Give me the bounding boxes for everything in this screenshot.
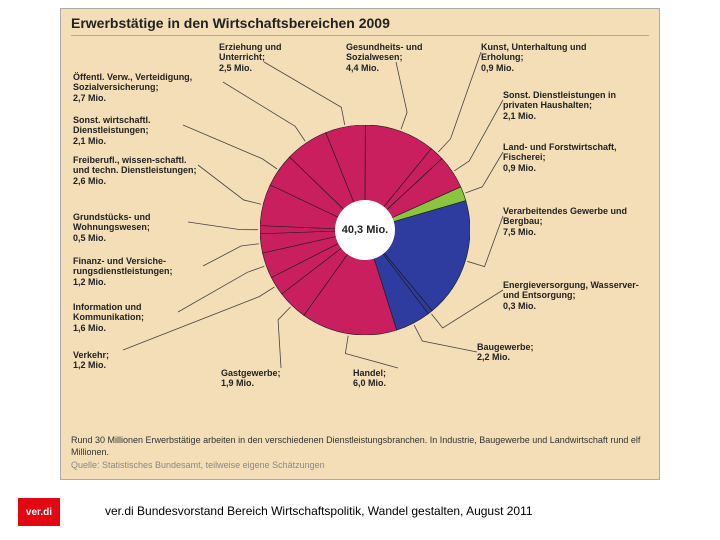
slice-label: Grundstücks- und Wohnungswesen;0,5 Mio.	[73, 212, 188, 243]
slice-label: Erziehung und Unterricht;2,5 Mio.	[219, 42, 309, 73]
footer-text: ver.di Bundesvorstand Bereich Wirtschaft…	[105, 504, 533, 518]
slice-label: Finanz- und Versiche-rungsdienstleistung…	[73, 256, 203, 287]
slice-label: Gastgewerbe;1,9 Mio.	[221, 368, 341, 389]
slice-label: Energieversorgung, Wasserver- und Entsor…	[503, 280, 643, 311]
slice-label: Sonst. wirtschaftl. Dienstleistungen;2,1…	[73, 115, 183, 146]
slice-label: Öffentl. Verw., Verteidigung, Sozialvers…	[73, 72, 223, 103]
bottom-note: Rund 30 Millionen Erwerbstätige arbeiten…	[71, 435, 649, 471]
slice-label: Freiberufl., wissen-schaftl. und techn. …	[73, 155, 198, 186]
verdi-logo: ver.di	[18, 498, 60, 526]
slice-label: Baugewerbe;2,2 Mio.	[477, 342, 617, 363]
divider	[71, 35, 649, 36]
slice-label: Verkehr;1,2 Mio.	[73, 350, 173, 371]
note-main: Rund 30 Millionen Erwerbstätige arbeiten…	[71, 435, 649, 458]
leader-line	[198, 165, 261, 204]
center-total: 40,3 Mio.	[335, 200, 395, 260]
slice-label: Gesundheits- und Sozialwesen;4,4 Mio.	[346, 42, 446, 73]
slice-label: Kunst, Unterhaltung und Erholung;0,9 Mio…	[481, 42, 621, 73]
note-source: Quelle: Statistisches Bundesamt, teilwei…	[71, 460, 649, 471]
leader-line	[188, 222, 258, 230]
slice-label: Land- und Forstwirtschaft, Fischerei;0,9…	[503, 142, 633, 173]
chart-area: Erziehung und Unterricht;2,5 Mio. Gesundh…	[71, 40, 649, 420]
slice-label: Sonst. Dienstleistungen in privaten Haus…	[503, 90, 643, 121]
slice-label: Handel;6,0 Mio.	[353, 368, 443, 389]
leader-line	[465, 152, 503, 193]
slice-label: Information und Kommunikation;1,6 Mio.	[73, 302, 178, 333]
slice-label: Verarbeitendes Gewerbe und Bergbau;7,5 M…	[503, 206, 633, 237]
leader-line	[467, 216, 503, 267]
chart-title: Erwerbstätige in den Wirtschaftsbereiche…	[61, 9, 659, 35]
page: Erwerbstätige in den Wirtschaftsbereiche…	[0, 0, 720, 540]
chart-card: Erwerbstätige in den Wirtschaftsbereiche…	[60, 8, 660, 480]
leader-line	[345, 336, 398, 368]
leader-line	[203, 244, 259, 266]
